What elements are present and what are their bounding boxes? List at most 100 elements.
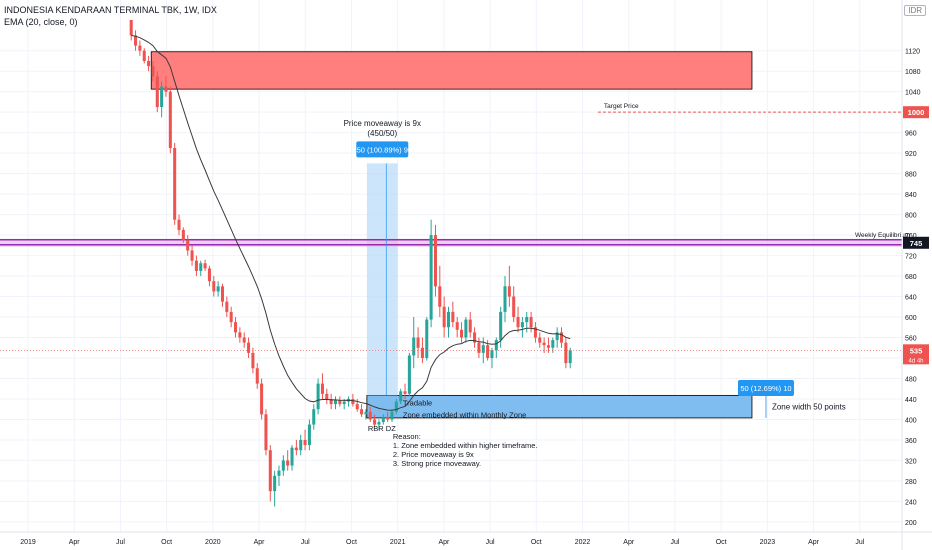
candle-body <box>529 317 533 328</box>
chart-legend: INDONESIA KENDARAAN TERMINAL TBK, 1W, ID… <box>4 4 217 28</box>
candle-body <box>220 286 225 302</box>
y-tick-label: 800 <box>905 213 917 220</box>
equilibrium-price-tag: 745 <box>910 239 923 248</box>
x-tick-label: 2022 <box>575 539 591 546</box>
candle-body <box>525 317 529 323</box>
candle-body <box>247 342 251 353</box>
candle-body <box>412 337 416 356</box>
target-price-tag-bg <box>903 106 929 119</box>
currency-badge[interactable]: IDR <box>904 5 926 16</box>
candle-body <box>181 229 185 241</box>
candle-body <box>264 414 268 451</box>
x-tick-label: Apr <box>254 539 266 546</box>
candle-body <box>464 319 468 338</box>
x-tick-label: 2020 <box>205 539 221 546</box>
candle-body <box>429 235 433 320</box>
candle-body <box>320 383 324 394</box>
candle-body <box>212 281 216 292</box>
candle-body <box>364 411 368 415</box>
last-price-tag-bg <box>903 344 929 365</box>
y-tick-label: 1080 <box>905 69 921 76</box>
candle-body <box>351 398 355 405</box>
candle-body <box>377 422 381 425</box>
candle-body <box>533 327 537 338</box>
y-tick-label: 960 <box>905 131 917 138</box>
candle-body <box>207 268 211 282</box>
candle-body <box>294 447 298 451</box>
candle-body <box>216 286 220 292</box>
x-tick-label: Apr <box>623 539 635 546</box>
zone-badge: 50 (12.69%) 10 <box>740 384 791 393</box>
symbol-title: INDONESIA KENDARAAN TERMINAL TBK, 1W, ID… <box>4 5 217 15</box>
candle-body <box>555 332 559 341</box>
price-axis: 1120 1080 1040 1000 960 920 880 840 800 760 720 680… <box>901 0 929 550</box>
y-tick-label: 440 <box>905 397 917 404</box>
y-tick-label: 480 <box>905 376 917 383</box>
y-tick-label: 720 <box>905 254 917 261</box>
candle-body <box>142 50 146 61</box>
x-tick-label: Apr <box>438 539 450 546</box>
y-tick-label: 760 <box>905 233 917 240</box>
move-box <box>366 163 398 396</box>
candle-body <box>290 447 294 466</box>
y-tick-label: 1040 <box>905 90 921 97</box>
reason-line: 2. Price moveaway is 9x <box>393 450 474 459</box>
x-tick-label: Oct <box>161 539 172 546</box>
equilibrium-price-tag-bg <box>903 236 929 249</box>
candle-body <box>160 86 164 108</box>
candle-body <box>199 263 203 271</box>
y-tick-label: 360 <box>905 438 917 445</box>
x-tick-label: Jul <box>301 539 310 546</box>
target-label: Target Price <box>604 103 639 110</box>
move-title: Price moveaway is 9x <box>344 119 421 128</box>
candle-body <box>186 240 190 251</box>
chart-annotations: Price moveaway is 9x(450/50) 450 (100.89%… <box>0 103 910 468</box>
candle-body <box>190 250 194 261</box>
last-price-tag: 535 <box>910 346 923 355</box>
candle-body <box>455 322 459 330</box>
candle-body <box>520 322 524 328</box>
candle-body <box>542 342 546 346</box>
candle-body <box>490 350 494 358</box>
x-tick-label: 2023 <box>760 539 776 546</box>
candle-body <box>473 332 477 343</box>
y-tick-label: 320 <box>905 458 917 465</box>
candle-body <box>355 404 359 410</box>
candle-body <box>460 329 464 338</box>
countdown-tag: 4d 4h <box>908 358 923 364</box>
candle-body <box>481 345 485 353</box>
y-tick-label: 1120 <box>905 49 920 56</box>
candle-body <box>403 391 407 394</box>
candle-body <box>251 352 255 369</box>
candle-body <box>194 260 198 271</box>
candle-body <box>538 337 542 343</box>
candle-body <box>360 409 364 415</box>
candle-body <box>416 337 420 348</box>
time-axis: 2019 Apr Jul Oct 2020 Apr Jul Oct 2021 Apr Jul Oct 2… <box>0 531 932 546</box>
reason-line: 1. Zone embedded within higher timeframe… <box>393 441 538 450</box>
reason-line: Reason: <box>393 432 421 441</box>
candle-body <box>268 450 272 492</box>
candle-body <box>338 399 342 405</box>
candle-body <box>242 337 246 343</box>
x-tick-label: 2021 <box>390 539 406 546</box>
candle-body <box>394 401 398 412</box>
candle-body <box>281 460 285 471</box>
candle-body <box>260 383 264 415</box>
y-tick-label: 680 <box>905 274 917 281</box>
candle-body <box>451 311 455 323</box>
move-badge-bg <box>356 141 409 158</box>
x-tick-label: Jul <box>855 539 864 546</box>
candle-body <box>316 383 320 410</box>
x-tick-label: 2019 <box>20 539 36 546</box>
y-tick-label: 200 <box>905 520 917 527</box>
candle-body <box>307 424 311 446</box>
supply-zone <box>150 51 753 90</box>
zone-subtitle: Zone embedded within Monthly Zone <box>403 410 526 419</box>
candle-body <box>399 391 403 402</box>
x-tick-label: Jul <box>116 539 125 546</box>
x-tick-label: Apr <box>69 539 81 546</box>
zone-title: Tradable <box>403 398 432 407</box>
candle-body <box>551 340 555 348</box>
